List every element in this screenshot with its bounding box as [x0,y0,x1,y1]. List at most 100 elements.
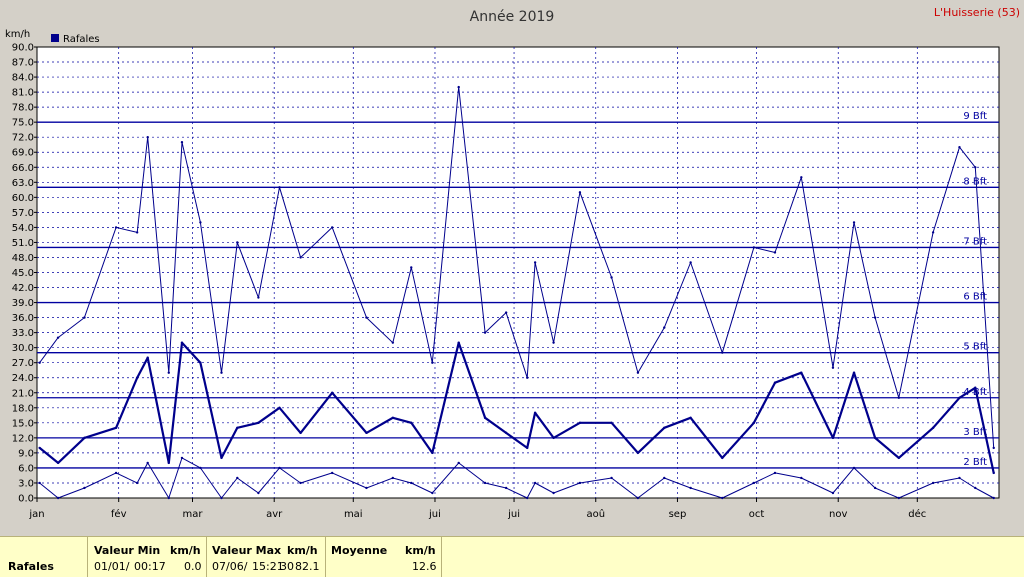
x-tick-label: aoû [586,508,605,520]
data-point-max-envelope [526,376,529,379]
y-tick-label: 27.0 [12,358,34,369]
data-point-mean [83,436,86,440]
data-point-max-envelope [931,231,935,234]
data-point-min-envelope [257,491,260,495]
data-point-mean [931,426,935,430]
max-header: Valeur Max [212,544,282,557]
data-point-max-envelope [114,226,118,229]
data-point-mean [431,451,434,455]
series-layer [38,85,995,500]
y-tick-label: 48.0 [12,253,34,264]
data-point-max-envelope [199,221,202,224]
data-point-mean [721,456,724,460]
data-point-mean [38,446,41,450]
y-tick-label: 21.0 [12,388,34,399]
data-point-min-envelope [199,466,202,470]
data-point-max-envelope [958,146,961,149]
y-tick-label: 87.0 [12,58,34,69]
data-point-max-envelope [135,231,139,234]
y-tick-label: 90.0 [12,43,34,54]
data-point-mean [167,461,170,465]
y-tick-label: 72.0 [12,133,34,144]
data-point-max-envelope [852,221,856,224]
wind-gust-chart: Année 2019 L'Huisserie (53) km/h Rafales… [5,6,1020,520]
max-unit: km/h [287,544,318,557]
data-point-max-envelope [992,446,995,450]
y-tick-label: 12.0 [12,433,34,444]
data-point-max-envelope [330,226,334,229]
avg-value: 12.6 [412,560,437,573]
data-point-max-envelope [146,136,149,139]
data-point-mean [504,431,508,435]
y-tick-label: 0.0 [18,494,34,505]
y-axis-unit: km/h [5,29,30,40]
data-point-mean [752,421,756,425]
y-tick-label: 6.0 [18,463,34,474]
data-point-max-envelope [483,331,487,334]
chart-title: Année 2019 [470,9,555,25]
x-tick-label: jui [428,509,441,520]
legend-label: Rafales [63,34,100,45]
data-point-mean [180,341,184,344]
data-point-mean [278,406,281,409]
data-point-min-envelope [852,466,856,470]
data-point-min-envelope [533,481,537,485]
data-point-min-envelope [431,491,434,495]
data-point-min-envelope [931,481,935,485]
x-tick-label: fév [111,508,127,520]
stats-row-label: Rafales [8,560,54,573]
data-point-min-envelope [135,481,139,485]
data-point-max-envelope [457,85,460,89]
x-tick-label: mai [344,509,363,520]
data-point-max-envelope [167,371,170,374]
data-point-min-envelope [504,486,508,490]
data-point-max-envelope [299,256,302,259]
data-point-mean [873,436,877,440]
data-point-max-envelope [56,336,60,339]
y-tick-label: 45.0 [12,268,34,279]
data-point-min-envelope [114,471,118,475]
data-point-mean [689,416,692,420]
beaufort-label: 8 Bft [963,176,987,187]
data-point-mean [663,426,666,430]
data-point-max-envelope [365,316,368,319]
data-point-mean [526,446,529,450]
data-point-mean [236,426,239,430]
data-point-max-envelope [578,191,582,194]
legend-swatch [51,34,59,42]
data-point-mean [610,421,613,425]
data-point-min-envelope [483,481,487,485]
data-point-max-envelope [663,326,666,329]
data-point-max-envelope [752,246,756,249]
y-tick-label: 3.0 [18,478,34,489]
data-point-max-envelope [180,141,184,144]
data-point-mean [135,376,139,379]
data-point-min-envelope [180,456,184,460]
data-point-min-envelope [663,476,666,480]
data-point-mean [330,391,334,394]
data-point-max-envelope [773,251,777,254]
max-time: 15:21 [252,560,284,573]
y-axis-ticks: 0.0 3.0 6.0 9.0 12.0 15.0 18.0 21.0 24.0 27.0 30.0… [12,43,37,505]
data-point-max-envelope [610,276,613,279]
y-tick-label: 30.0 [12,343,34,354]
data-point-max-envelope [831,366,835,369]
data-point-max-envelope [504,311,508,314]
data-point-min-envelope [552,491,555,495]
data-point-mean [636,451,640,455]
x-axis-ticks: jan fév mar avr mai jui jui aoû sep oct nov déc [28,498,926,520]
stats-panel: Rafales Valeur Min km/h 01/01/ 00:17 0.0… [0,536,1024,577]
data-point-min-envelope [220,496,223,500]
beaufort-label: 7 Bft [963,236,987,247]
data-point-max-envelope [897,396,901,399]
data-point-max-envelope [721,351,724,354]
y-tick-label: 9.0 [18,448,34,459]
data-point-max-envelope [38,361,41,364]
min-time: 00:17 [134,560,166,573]
data-point-max-envelope [431,361,434,364]
y-tick-label: 54.0 [12,223,34,234]
beaufort-label: 6 Bft [963,292,987,303]
data-point-min-envelope [873,486,877,490]
data-point-mean [410,421,413,425]
